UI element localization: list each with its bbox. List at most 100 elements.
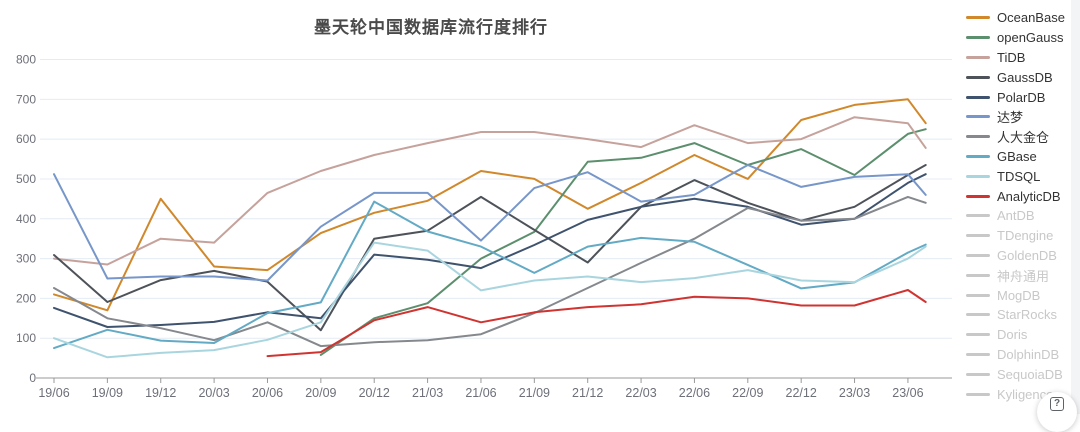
legend-item-MogDB[interactable]: MogDB xyxy=(966,285,1072,305)
legend-label: SequoiaDB xyxy=(997,366,1063,382)
legend-item-openGauss[interactable]: openGauss xyxy=(966,28,1072,48)
legend-item-GaussDB[interactable]: GaussDB xyxy=(966,67,1072,87)
chart-title: 墨天轮中国数据库流行度排行 xyxy=(314,18,548,37)
legend-item-DolphinDB[interactable]: DolphinDB xyxy=(966,345,1072,365)
legend-swatch xyxy=(966,75,990,79)
legend-item-TiDB[interactable]: TiDB xyxy=(966,48,1072,68)
legend-swatch xyxy=(966,372,990,376)
x-axis-tick-label: 21/12 xyxy=(572,386,603,400)
legend-item-神舟通用[interactable]: 神舟通用 xyxy=(966,265,1072,285)
page-root: { "title": "墨天轮中国数据库流行度排行", "help_button… xyxy=(0,0,1080,414)
series-line-达梦 xyxy=(53,164,927,282)
page-edge-strip xyxy=(1071,0,1080,414)
help-icon: ? xyxy=(1050,397,1064,411)
x-axis-tick-label: 23/03 xyxy=(839,386,870,400)
legend-swatch xyxy=(966,392,990,396)
legend-item-GoldenDB[interactable]: GoldenDB xyxy=(966,246,1072,266)
legend-swatch xyxy=(966,313,990,317)
legend-swatch xyxy=(966,36,990,40)
legend-swatch xyxy=(966,273,990,277)
x-axis-tick-label: 21/03 xyxy=(412,386,443,400)
legend-item-达梦[interactable]: 达梦 xyxy=(966,107,1072,127)
x-axis-tick-label: 22/12 xyxy=(786,386,817,400)
legend-label: PolarDB xyxy=(997,89,1046,105)
y-axis-tick-label: 800 xyxy=(16,53,36,67)
legend-swatch xyxy=(966,16,990,20)
legend-label: openGauss xyxy=(997,30,1064,46)
x-axis-tick-label: 19/12 xyxy=(145,386,176,400)
x-axis-tick-label: 20/12 xyxy=(359,386,390,400)
legend-swatch xyxy=(966,194,990,198)
legend-label: GaussDB xyxy=(997,69,1053,85)
legend-item-StarRocks[interactable]: StarRocks xyxy=(966,305,1072,325)
legend-swatch xyxy=(966,154,990,158)
legend-item-SequoiaDB[interactable]: SequoiaDB xyxy=(966,364,1072,384)
y-axis-tick-label: 700 xyxy=(16,92,36,106)
series-line-TDSQL xyxy=(53,241,927,359)
x-axis-tick-label: 22/09 xyxy=(732,386,763,400)
legend-label: 人大金仓 xyxy=(997,130,1050,146)
x-axis-tick-label: 22/06 xyxy=(679,386,710,400)
x-axis-tick-label: 23/06 xyxy=(892,386,923,400)
series-line-openGauss xyxy=(319,128,927,356)
y-axis-tick-label: 600 xyxy=(16,132,36,146)
x-axis-tick-label: 21/09 xyxy=(519,386,550,400)
legend-item-Kyligence[interactable]: Kyligence xyxy=(966,384,1072,404)
x-axis-tick-label: 19/09 xyxy=(92,386,123,400)
legend-label: DolphinDB xyxy=(997,346,1060,362)
legend: OceanBase openGauss TiDB GaussDB PolarDB 达梦人大… xyxy=(966,8,1072,404)
legend-item-OceanBase[interactable]: OceanBase xyxy=(966,8,1072,28)
legend-swatch xyxy=(966,95,990,99)
y-axis-tick-label: 0 xyxy=(29,371,36,385)
legend-label: OceanBase xyxy=(997,10,1065,26)
legend-label: GBase xyxy=(997,148,1037,164)
legend-label: Doris xyxy=(997,327,1028,343)
legend-swatch xyxy=(966,352,990,356)
legend-item-TDSQL[interactable]: TDSQL xyxy=(966,166,1072,186)
y-axis-tick-label: 100 xyxy=(16,331,36,345)
x-axis-tick-label: 20/06 xyxy=(252,386,283,400)
series-line-OceanBase xyxy=(53,98,927,312)
legend-label: StarRocks xyxy=(997,307,1057,323)
legend-item-AntDB[interactable]: AntDB xyxy=(966,206,1072,226)
legend-label: AntDB xyxy=(997,208,1035,224)
series-line-TiDB xyxy=(53,116,927,266)
legend-swatch xyxy=(966,234,990,238)
legend-item-AnalyticDB[interactable]: AnalyticDB xyxy=(966,186,1072,206)
series-line-PolarDB xyxy=(53,173,927,328)
legend-swatch xyxy=(966,115,990,119)
x-axis-tick-label: 19/06 xyxy=(38,386,69,400)
legend-item-Doris[interactable]: Doris xyxy=(966,325,1072,345)
y-axis-tick-label: 300 xyxy=(16,252,36,266)
legend-swatch xyxy=(966,135,990,139)
legend-swatch xyxy=(966,174,990,178)
series-line-AnalyticDB xyxy=(266,289,927,358)
legend-label: TiDB xyxy=(997,49,1026,65)
legend-item-PolarDB[interactable]: PolarDB xyxy=(966,87,1072,107)
legend-swatch xyxy=(966,214,990,218)
legend-swatch xyxy=(966,333,990,337)
legend-item-人大金仓[interactable]: 人大金仓 xyxy=(966,127,1072,147)
series-line-人大金仓 xyxy=(53,195,927,348)
legend-item-GBase[interactable]: GBase xyxy=(966,147,1072,167)
legend-label: TDengine xyxy=(997,228,1054,244)
legend-item-TDengine[interactable]: TDengine xyxy=(966,226,1072,246)
x-axis-tick-label: 20/09 xyxy=(305,386,336,400)
legend-label: TDSQL xyxy=(997,168,1041,184)
y-axis-tick-label: 200 xyxy=(16,291,36,305)
series-line-GBase xyxy=(53,200,927,350)
x-axis-tick-label: 21/06 xyxy=(465,386,496,400)
y-axis-tick-label: 400 xyxy=(16,212,36,226)
y-axis-tick-label: 500 xyxy=(16,172,36,186)
chart-area: 墨天轮中国数据库流行度排行 0 100 200 300 400 500 600 700 800 1… xyxy=(0,0,960,414)
legend-swatch xyxy=(966,253,990,257)
help-button[interactable]: ? xyxy=(1037,392,1077,432)
x-axis-tick-label: 22/03 xyxy=(625,386,656,400)
legend-label: 神舟通用 xyxy=(997,268,1050,284)
legend-label: Kyligence xyxy=(997,386,1054,402)
x-axis-tick-label: 20/03 xyxy=(198,386,229,400)
legend-label: 达梦 xyxy=(997,110,1024,126)
legend-label: GoldenDB xyxy=(997,247,1057,263)
legend-swatch xyxy=(966,55,990,59)
line-chart-canvas[interactable]: 0 100 200 300 400 500 600 700 800 19/06 19/09 19/12… xyxy=(0,0,960,414)
